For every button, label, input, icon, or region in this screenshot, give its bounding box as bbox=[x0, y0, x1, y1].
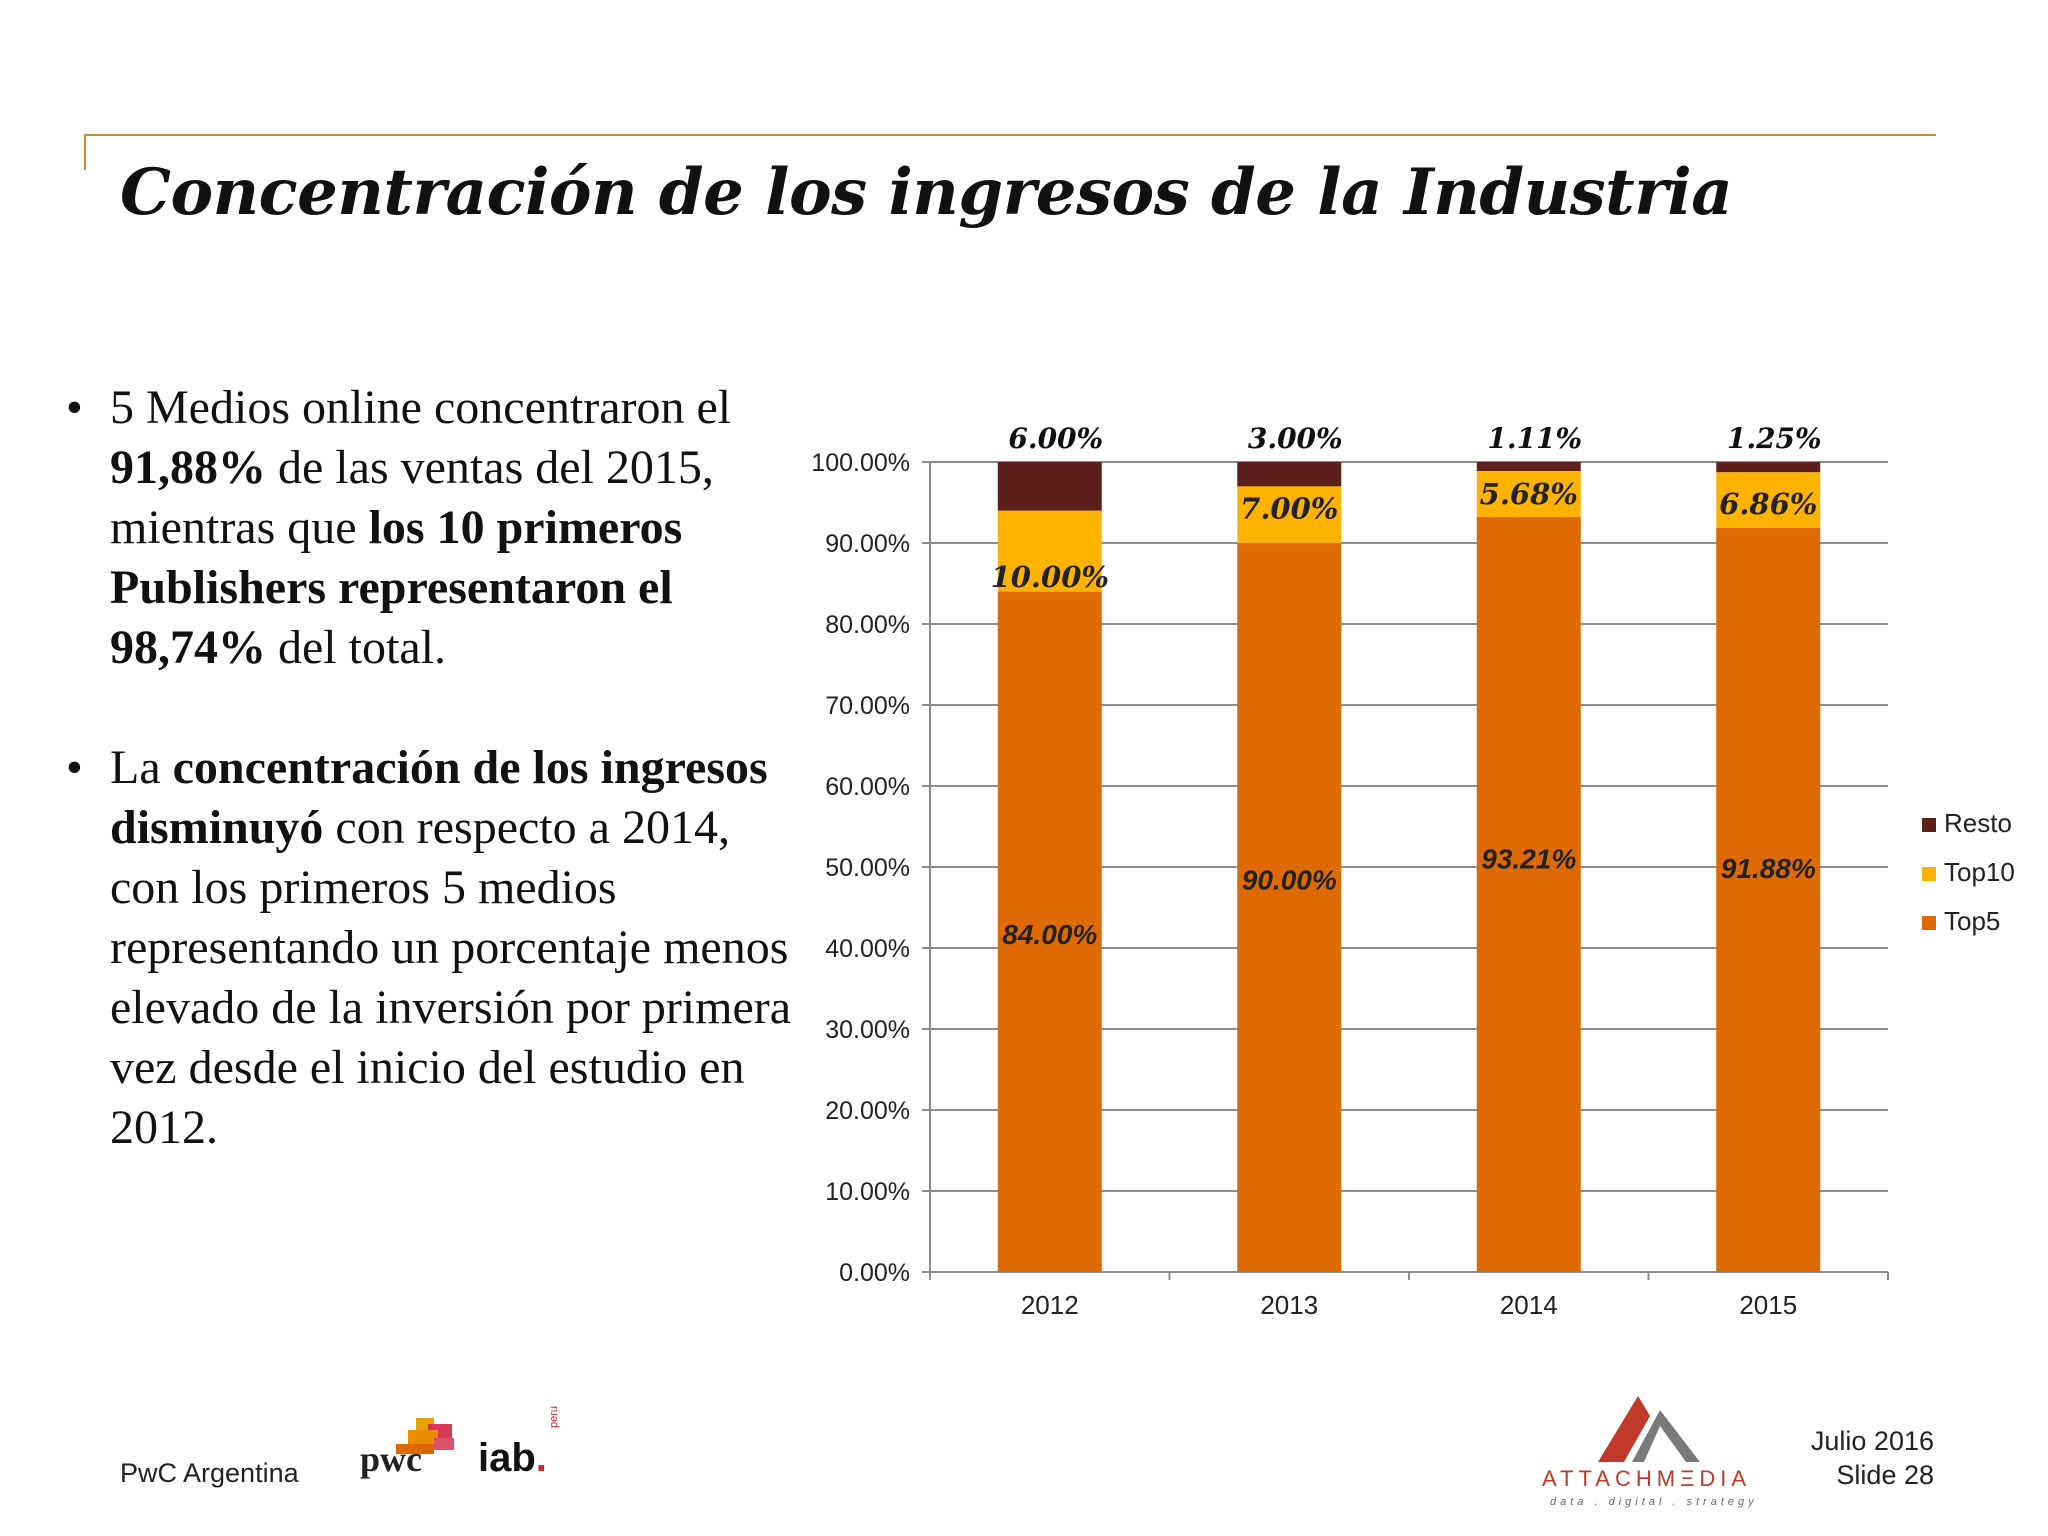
bullet-text-bold: los 10 primeros Publishers representaron… bbox=[110, 501, 683, 674]
data-label-top10: 10.00% bbox=[991, 560, 1109, 594]
x-axis-ticks: 2012 2013 2014 2015 bbox=[1021, 1290, 1797, 1320]
legend-label-top10: Top10 bbox=[1944, 857, 2015, 887]
pwc-logo: pwc bbox=[360, 1418, 470, 1480]
bar-segment-resto bbox=[1476, 462, 1581, 471]
bullet-text: de las ventas del 2015, mientras que bbox=[110, 441, 714, 554]
attachmedia-logo-text: ATTACHMΞDIA bbox=[1542, 1466, 1752, 1491]
legend-swatch-top5 bbox=[1922, 916, 1936, 930]
y-tick-label: 10.00% bbox=[825, 1178, 910, 1206]
bar-segment-resto bbox=[997, 462, 1102, 511]
y-tick-label: 90.00% bbox=[825, 530, 910, 558]
data-label-top10: 5.68% bbox=[1480, 477, 1578, 511]
x-tick-label: 2013 bbox=[1260, 1290, 1318, 1320]
data-label-top5: 90.00% bbox=[1242, 865, 1337, 896]
data-label-resto: 6.00% bbox=[1008, 422, 1103, 455]
data-label-top5: 84.00% bbox=[1002, 919, 1097, 950]
y-tick-label: 50.00% bbox=[825, 854, 910, 882]
iab-logo-dot: . bbox=[535, 1436, 547, 1480]
legend-label-resto: Resto bbox=[1944, 808, 2012, 838]
bar-segment-top10 bbox=[1476, 470, 1581, 517]
legend: Resto Top10 Top5 bbox=[1922, 808, 2015, 936]
bar-segment-top5 bbox=[1476, 516, 1581, 1272]
data-label-resto: 3.00% bbox=[1248, 422, 1343, 455]
bullet-text: con respecto a 2014, con los primeros 5 … bbox=[110, 801, 792, 1154]
footer-date: Julio 2016 bbox=[1810, 1426, 1934, 1456]
bars-layer bbox=[997, 462, 1821, 1272]
data-label-top5: 93.21% bbox=[1481, 843, 1576, 874]
footer-company: PwC Argentina bbox=[120, 1458, 299, 1488]
data-label-top5: 91.88% bbox=[1721, 853, 1816, 884]
iab-logo-sub: peru bbox=[548, 1405, 560, 1428]
x-tick-label: 2014 bbox=[1500, 1290, 1558, 1320]
legend-swatch-resto bbox=[1922, 818, 1936, 832]
title-rule bbox=[84, 134, 1936, 136]
data-label-resto: 1.11% bbox=[1487, 422, 1582, 455]
y-tick-label: 0.00% bbox=[839, 1259, 910, 1287]
data-label-resto: 1.25% bbox=[1727, 422, 1822, 455]
bullet-text: La bbox=[110, 741, 173, 794]
footer-date-slide: Julio 2016 Slide 28 bbox=[1811, 1424, 1934, 1492]
bullet-text-bold: concentración de los ingresos disminuyó bbox=[110, 741, 768, 854]
iab-logo-text: iab bbox=[478, 1436, 536, 1480]
legend-swatch-top10 bbox=[1922, 867, 1936, 881]
bar-segment-top5 bbox=[1716, 527, 1821, 1272]
data-labels-layer: 84.00% 10.00% 6.00% 90.00% 7.00% 3.00% 93.21% 5… bbox=[991, 422, 1822, 950]
x-tick-label: 2015 bbox=[1739, 1290, 1797, 1320]
bar-segment-top10 bbox=[997, 510, 1102, 592]
bar-segment-top10 bbox=[1237, 486, 1342, 543]
pwc-logo-text: pwc bbox=[360, 1439, 422, 1479]
y-tick-label: 60.00% bbox=[825, 773, 910, 801]
bar-segment-resto bbox=[1237, 462, 1342, 487]
iab-logo: iab. peru bbox=[478, 1406, 560, 1481]
title-rule-corner bbox=[84, 134, 86, 170]
legend-label-top5: Top5 bbox=[1944, 906, 2000, 936]
attachmedia-mark bbox=[1598, 1396, 1700, 1462]
data-label-top10: 6.86% bbox=[1719, 487, 1817, 521]
y-tick-label: 30.00% bbox=[825, 1016, 910, 1044]
stacked-bar-chart: 0.00% 10.00% 20.00% 30.00% 40.00% 50.00% 60.00… bbox=[811, 422, 2015, 1320]
attachmedia-logo: ATTACHMΞDIA data . digital . strategy bbox=[1540, 1390, 1760, 1510]
y-tick-label: 40.00% bbox=[825, 935, 910, 963]
bar-segment-top5 bbox=[997, 591, 1102, 1272]
bar-segment-top5 bbox=[1237, 543, 1342, 1272]
y-tick-label: 20.00% bbox=[825, 1097, 910, 1125]
y-tick-label: 70.00% bbox=[825, 692, 910, 720]
y-tick-label: 100.00% bbox=[811, 449, 910, 477]
bar-segment-resto bbox=[1716, 462, 1821, 473]
y-axis-ticks: 0.00% 10.00% 20.00% 30.00% 40.00% 50.00% 60.00… bbox=[811, 449, 910, 1287]
bar-segment-top10 bbox=[1716, 472, 1821, 528]
data-label-top10: 7.00% bbox=[1240, 492, 1338, 526]
x-tick-label: 2012 bbox=[1021, 1290, 1079, 1320]
bullet-item: La concentración de los ingresos disminu… bbox=[66, 738, 806, 1158]
bullet-item: 5 Medios online concentraron el 91,88% d… bbox=[66, 378, 806, 678]
bullet-text: 5 Medios online concentraron el bbox=[110, 381, 732, 434]
footer-slide-number: Slide 28 bbox=[1836, 1460, 1934, 1490]
attachmedia-logo-tagline: data . digital . strategy bbox=[1550, 1496, 1758, 1508]
bullet-text: del total. bbox=[266, 621, 446, 674]
y-tick-label: 80.00% bbox=[825, 611, 910, 639]
slide-title: Concentración de los ingresos de la Indu… bbox=[120, 155, 1733, 230]
bullet-list: 5 Medios online concentraron el 91,88% d… bbox=[66, 378, 806, 1218]
bullet-text-bold: 91,88% bbox=[110, 441, 266, 494]
